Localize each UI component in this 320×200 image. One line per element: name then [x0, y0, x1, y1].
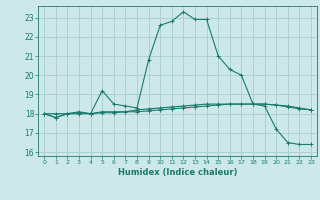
X-axis label: Humidex (Indice chaleur): Humidex (Indice chaleur) [118, 168, 237, 177]
